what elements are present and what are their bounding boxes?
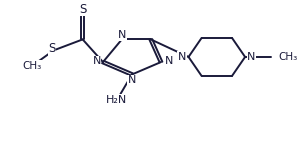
Text: N: N (178, 52, 186, 62)
Text: S: S (79, 2, 86, 16)
Text: CH₃: CH₃ (22, 61, 41, 71)
Text: H₂N: H₂N (106, 95, 127, 105)
Text: N: N (128, 75, 136, 85)
Text: CH₃: CH₃ (278, 52, 298, 62)
Text: N: N (92, 56, 101, 66)
Text: N: N (118, 30, 126, 40)
Text: S: S (49, 42, 56, 55)
Text: N: N (247, 52, 256, 62)
Text: N: N (165, 56, 173, 66)
